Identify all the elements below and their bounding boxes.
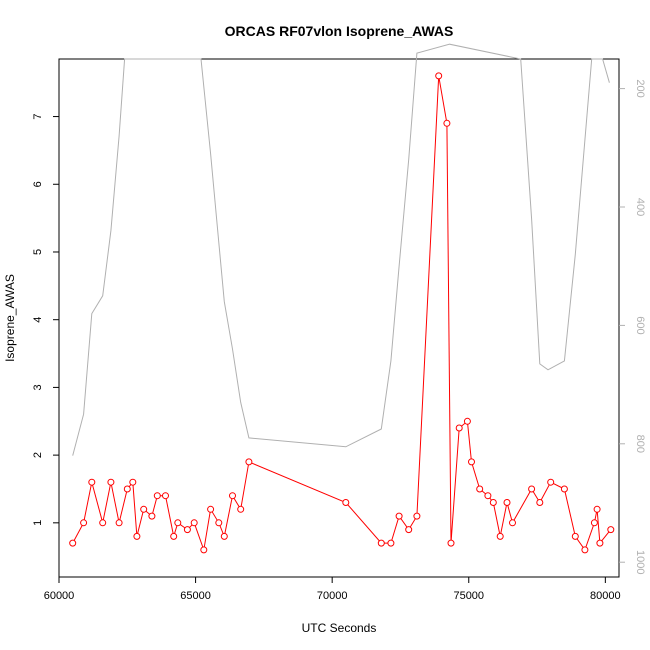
x-tick-label: 60000 bbox=[44, 590, 75, 602]
altitude-line bbox=[72, 43, 610, 456]
isoprene-point bbox=[129, 478, 137, 486]
isoprene-point bbox=[80, 519, 88, 527]
y-tick-label: 6 bbox=[32, 181, 44, 187]
y-tick-label: 5 bbox=[32, 249, 44, 255]
isoprene-point bbox=[435, 72, 443, 80]
isoprene-point bbox=[607, 526, 615, 534]
y-tick-label: 1 bbox=[32, 520, 44, 526]
isoprene-point bbox=[476, 485, 484, 493]
y-tick-label: 7 bbox=[32, 113, 44, 119]
x-axis-label: UTC Seconds bbox=[302, 621, 377, 635]
isoprene-point bbox=[528, 485, 536, 493]
x-tick-label: 70000 bbox=[317, 590, 348, 602]
isoprene-point bbox=[88, 478, 96, 486]
y-tick-label: 4 bbox=[32, 317, 44, 323]
isoprene-point bbox=[200, 546, 208, 554]
isoprene-point bbox=[496, 532, 504, 540]
isoprene-point bbox=[484, 492, 492, 500]
isoprene-line bbox=[72, 75, 612, 552]
x-axis: 60000 65000 70000 75000 80000 bbox=[44, 577, 621, 602]
x-tick-label: 75000 bbox=[453, 590, 484, 602]
isoprene-point bbox=[162, 492, 169, 500]
isoprene-point bbox=[245, 458, 253, 466]
isoprene-point bbox=[405, 526, 413, 534]
isoprene-point bbox=[489, 499, 497, 506]
isoprene-point bbox=[547, 478, 555, 486]
isoprene-point bbox=[443, 119, 451, 127]
isoprene-point bbox=[447, 539, 455, 547]
isoprene-point bbox=[377, 539, 385, 547]
isoprene-point bbox=[503, 499, 511, 506]
x-tick-label: 80000 bbox=[590, 590, 621, 602]
isoprene-point bbox=[413, 512, 421, 520]
isoprene-point bbox=[590, 519, 598, 527]
isoprene-point bbox=[153, 492, 161, 500]
isoprene-point bbox=[509, 519, 516, 527]
isoprene-point bbox=[215, 519, 223, 527]
y-axis-label: Isoprene_AWAS bbox=[3, 274, 17, 362]
isoprene-point bbox=[190, 519, 198, 527]
right-tick-label: 400 bbox=[634, 198, 646, 216]
isoprene-point bbox=[581, 546, 589, 554]
isoprene-point bbox=[593, 505, 601, 513]
isoprene-point bbox=[237, 505, 245, 513]
isoprene-point bbox=[468, 458, 475, 466]
x-tick-label: 65000 bbox=[180, 590, 211, 602]
right-tick-label: 600 bbox=[634, 316, 646, 334]
isoprene-point bbox=[133, 532, 141, 540]
right-axis: 200 400 600 800 1000 bbox=[619, 79, 646, 574]
isoprene-point bbox=[387, 539, 395, 547]
isoprene-point bbox=[174, 519, 182, 527]
isoprene-point bbox=[69, 539, 77, 547]
isoprene-point bbox=[596, 539, 604, 547]
series-layer bbox=[69, 43, 615, 554]
y-axis: 1 2 3 4 5 6 7 bbox=[32, 113, 59, 526]
isoprene-point bbox=[342, 499, 350, 506]
isoprene-point bbox=[536, 499, 544, 506]
isoprene-point bbox=[560, 485, 568, 493]
isoprene-point bbox=[107, 478, 115, 486]
isoprene-point bbox=[455, 424, 463, 432]
isoprene-point bbox=[99, 519, 107, 527]
isoprene-point bbox=[463, 417, 471, 425]
y-tick-label: 3 bbox=[32, 384, 44, 390]
isoprene-point bbox=[220, 532, 228, 540]
isoprene-point bbox=[207, 505, 215, 513]
right-tick-label: 200 bbox=[634, 79, 646, 97]
isoprene-point bbox=[115, 519, 123, 527]
chart-title: ORCAS RF07vlon Isoprene_AWAS bbox=[225, 23, 454, 39]
isoprene-point bbox=[148, 512, 156, 520]
plot-frame bbox=[58, 58, 620, 578]
isoprene-point bbox=[140, 505, 148, 513]
isoprene-point bbox=[229, 492, 236, 500]
y-tick-label: 2 bbox=[32, 452, 44, 458]
isoprene-point bbox=[183, 526, 191, 534]
right-tick-label: 1000 bbox=[634, 550, 646, 574]
isoprene-point bbox=[123, 485, 131, 493]
isoprene-point bbox=[170, 532, 178, 540]
isoprene-point bbox=[395, 512, 403, 520]
right-tick-label: 800 bbox=[634, 435, 646, 453]
isoprene-point bbox=[571, 532, 579, 540]
